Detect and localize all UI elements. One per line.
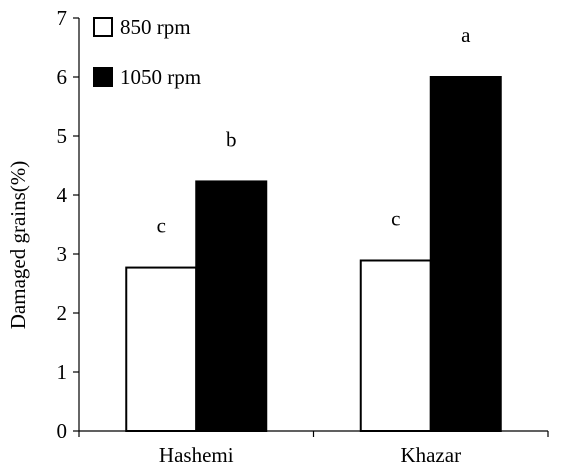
significance-label: a bbox=[461, 23, 471, 47]
y-tick-label: 7 bbox=[57, 6, 68, 30]
category-label-khazar: Khazar bbox=[400, 443, 461, 467]
y-tick-label: 2 bbox=[57, 301, 68, 325]
legend-label: 1050 rpm bbox=[120, 65, 201, 89]
legend-label: 850 rpm bbox=[120, 15, 191, 39]
legend: 850 rpm 1050 rpm bbox=[93, 15, 201, 89]
legend-swatch-850-rpm bbox=[93, 17, 113, 37]
y-axis: 0 1 2 3 4 5 6 7 bbox=[57, 6, 80, 443]
significance-label: c bbox=[391, 206, 400, 230]
y-tick-label: 1 bbox=[57, 360, 68, 384]
legend-swatch-1050-rpm bbox=[93, 67, 113, 87]
bar-1050-rpm-hashemi bbox=[195, 180, 268, 432]
significance-label: c bbox=[157, 214, 166, 238]
y-axis-title: Damaged grains(%) bbox=[6, 161, 30, 330]
y-tick-label: 5 bbox=[57, 124, 68, 148]
y-tick-label: 6 bbox=[57, 65, 68, 89]
bar-1050-rpm-khazar bbox=[429, 76, 502, 432]
bar-850-rpm-hashemi bbox=[125, 266, 198, 432]
bar-850-rpm-khazar bbox=[359, 259, 432, 432]
y-tick-label: 3 bbox=[57, 242, 68, 266]
significance-labels: c b c a bbox=[157, 23, 472, 238]
y-tick-label: 0 bbox=[57, 419, 68, 443]
bars bbox=[125, 76, 502, 432]
y-tick-label: 4 bbox=[57, 183, 68, 207]
significance-label: b bbox=[226, 127, 237, 151]
category-labels: Hashemi Khazar bbox=[159, 443, 461, 467]
category-label-hashemi: Hashemi bbox=[159, 443, 234, 467]
